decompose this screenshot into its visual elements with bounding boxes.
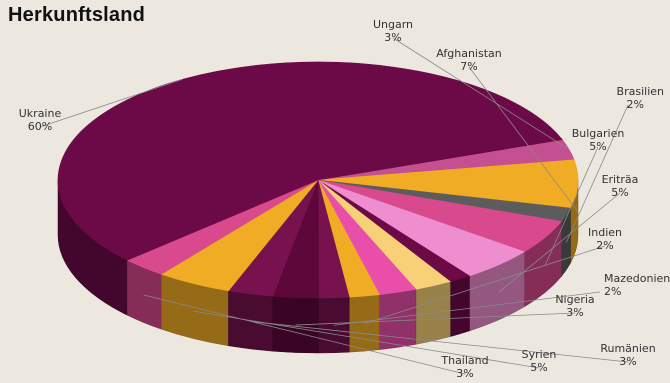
slice-label-ungarn: Ungarn [373, 18, 413, 31]
slice-value-nigeria: 3% [566, 306, 583, 319]
leader-line-bulgarien [545, 146, 599, 265]
leader-line-indien [364, 245, 606, 324]
slice-label-indien: Indien [588, 226, 622, 239]
slice-value-indien: 2% [596, 239, 613, 252]
leader-line-brasilien [566, 104, 629, 243]
slice-label-brasilien: Brasilien [617, 85, 664, 98]
slice-label-thailand: Thailand [440, 354, 488, 367]
slice-value-mazedonien: 2% [604, 285, 621, 298]
slice-value-brasilien: 2% [627, 98, 644, 111]
leader-line-afghanistan [468, 66, 579, 212]
slice-value-ukraine: 60% [28, 120, 52, 133]
slice-label-mazedonien: Mazedonien [604, 272, 670, 285]
pie-slice-side-unlabeled-5 [449, 275, 470, 337]
slice-label-rumanien: Rumänien [600, 342, 655, 355]
leader-line-syrien [193, 310, 540, 369]
leader-line-rumanien [250, 321, 629, 363]
pie-slice-side-unlabeled-7 [379, 289, 417, 350]
leader-line-ukraine [39, 78, 183, 128]
slice-value-afghanistan: 7% [460, 60, 477, 73]
slice-label-afghanistan: Afghanistan [436, 47, 502, 60]
slice-label-nigeria: Nigeria [555, 293, 594, 306]
slice-value-thailand: 3% [456, 367, 473, 380]
leader-line-nigeria [295, 312, 576, 326]
leader-line-ungarn [392, 37, 570, 150]
slice-label-eritraa: Eriträa [602, 173, 639, 186]
pie-slice-side-indien [348, 294, 380, 353]
leader-line-thailand [143, 294, 466, 375]
slice-value-ungarn: 3% [384, 31, 401, 44]
slice-label-bulgarien: Bulgarien [572, 127, 625, 140]
slice-value-eritraa: 5% [611, 186, 628, 199]
slice-value-rumanien: 3% [619, 355, 636, 368]
leader-line-mazedonien [333, 291, 601, 326]
chart-title: Herkunftsland [8, 4, 146, 26]
slice-value-bulgarien: 5% [589, 140, 606, 153]
slice-label-ukraine: Ukraine [19, 107, 62, 120]
slice-value-syrien: 5% [530, 361, 547, 374]
leader-line-eritraa [498, 192, 621, 293]
slice-label-syrien: Syrien [522, 348, 557, 361]
pie-slice-ukraine [57, 61, 563, 261]
